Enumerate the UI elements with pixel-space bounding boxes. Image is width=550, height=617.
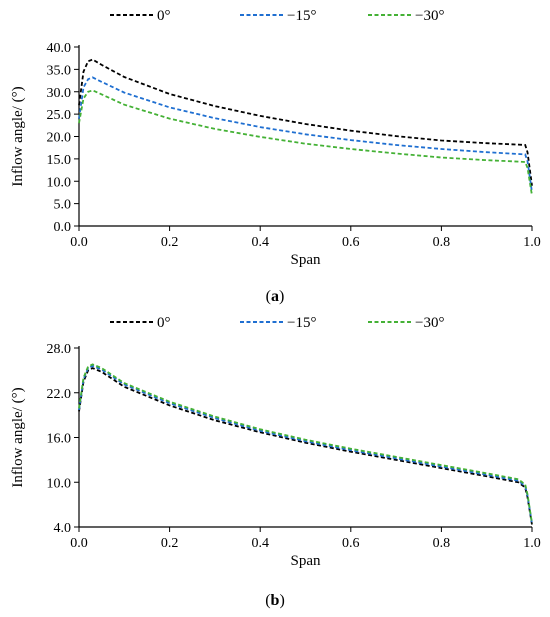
y-axis-label: Inflow angle/ (°)	[10, 387, 26, 487]
series-line	[78, 363, 533, 524]
x-tick-label: 0.6	[342, 536, 360, 551]
y-tick-label: 16.0	[47, 432, 72, 447]
x-tick-label: 0.4	[251, 536, 269, 551]
y-tick-label: 10.0	[47, 175, 72, 190]
y-tick-label: 25.0	[47, 108, 72, 123]
y-tick-label: 5.0	[54, 198, 72, 213]
y-tick-label: 4.0	[54, 521, 72, 536]
chart-panel-a: 0° −15° −30° 0.0 0.2 0.4 0.6 0.8 1.0 0.0 5.0 10.0 15…	[10, 8, 541, 305]
x-tick-label: 1.0	[523, 235, 541, 250]
y-tick-label: 22.0	[47, 387, 72, 402]
series-line	[78, 364, 533, 525]
legend-label: −30°	[415, 8, 444, 24]
chart-panel-b: 0° −15° −30° 0.0 0.2 0.4 0.6 0.8 1.0 4.0 10.0 16.0 2…	[10, 315, 541, 609]
y-tick-label: 28.0	[47, 342, 72, 357]
series-line	[78, 367, 533, 525]
y-axis-label: Inflow angle/ (°)	[10, 86, 26, 186]
x-axis-label: Span	[291, 252, 322, 268]
x-tick-label: 0.2	[161, 536, 179, 551]
y-tick-label: 30.0	[47, 86, 72, 101]
legend-label: −30°	[415, 315, 444, 331]
series-line	[78, 76, 533, 193]
x-axis-label: Span	[291, 553, 322, 569]
series-line	[78, 58, 533, 186]
y-tick-label: 10.0	[47, 476, 72, 491]
panel-label: (a)	[266, 288, 285, 305]
y-tick-label: 20.0	[47, 131, 72, 146]
x-tick-label: 0.0	[70, 536, 88, 551]
x-tick-label: 0.8	[433, 235, 451, 250]
x-tick-label: 0.6	[342, 235, 360, 250]
y-tick-label: 35.0	[47, 63, 72, 78]
panel-label: (b)	[265, 592, 285, 609]
y-tick-label: 0.0	[54, 220, 72, 235]
y-tick-label: 40.0	[47, 41, 72, 56]
x-tick-label: 0.0	[70, 235, 88, 250]
y-tick-label: 15.0	[47, 153, 72, 168]
series-line	[78, 89, 533, 196]
legend-label: −15°	[287, 315, 316, 331]
legend-label: −15°	[287, 8, 316, 24]
legend-label: 0°	[157, 315, 171, 331]
x-tick-label: 0.2	[161, 235, 179, 250]
x-tick-label: 0.4	[251, 235, 269, 250]
legend-label: 0°	[157, 8, 171, 24]
x-tick-label: 1.0	[523, 536, 541, 551]
x-tick-label: 0.8	[433, 536, 451, 551]
